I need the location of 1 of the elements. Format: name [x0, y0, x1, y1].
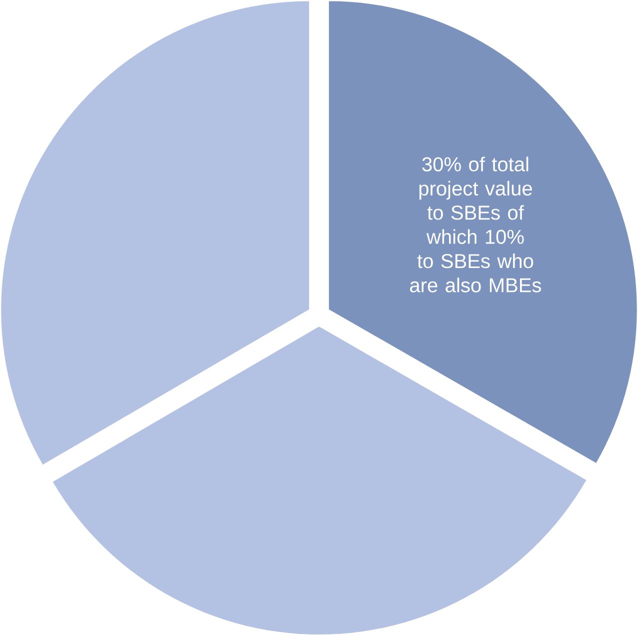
slice-label: 30% of total project value to SBEs of which 10% to SBEs who are also MBEs: [410, 156, 542, 293]
